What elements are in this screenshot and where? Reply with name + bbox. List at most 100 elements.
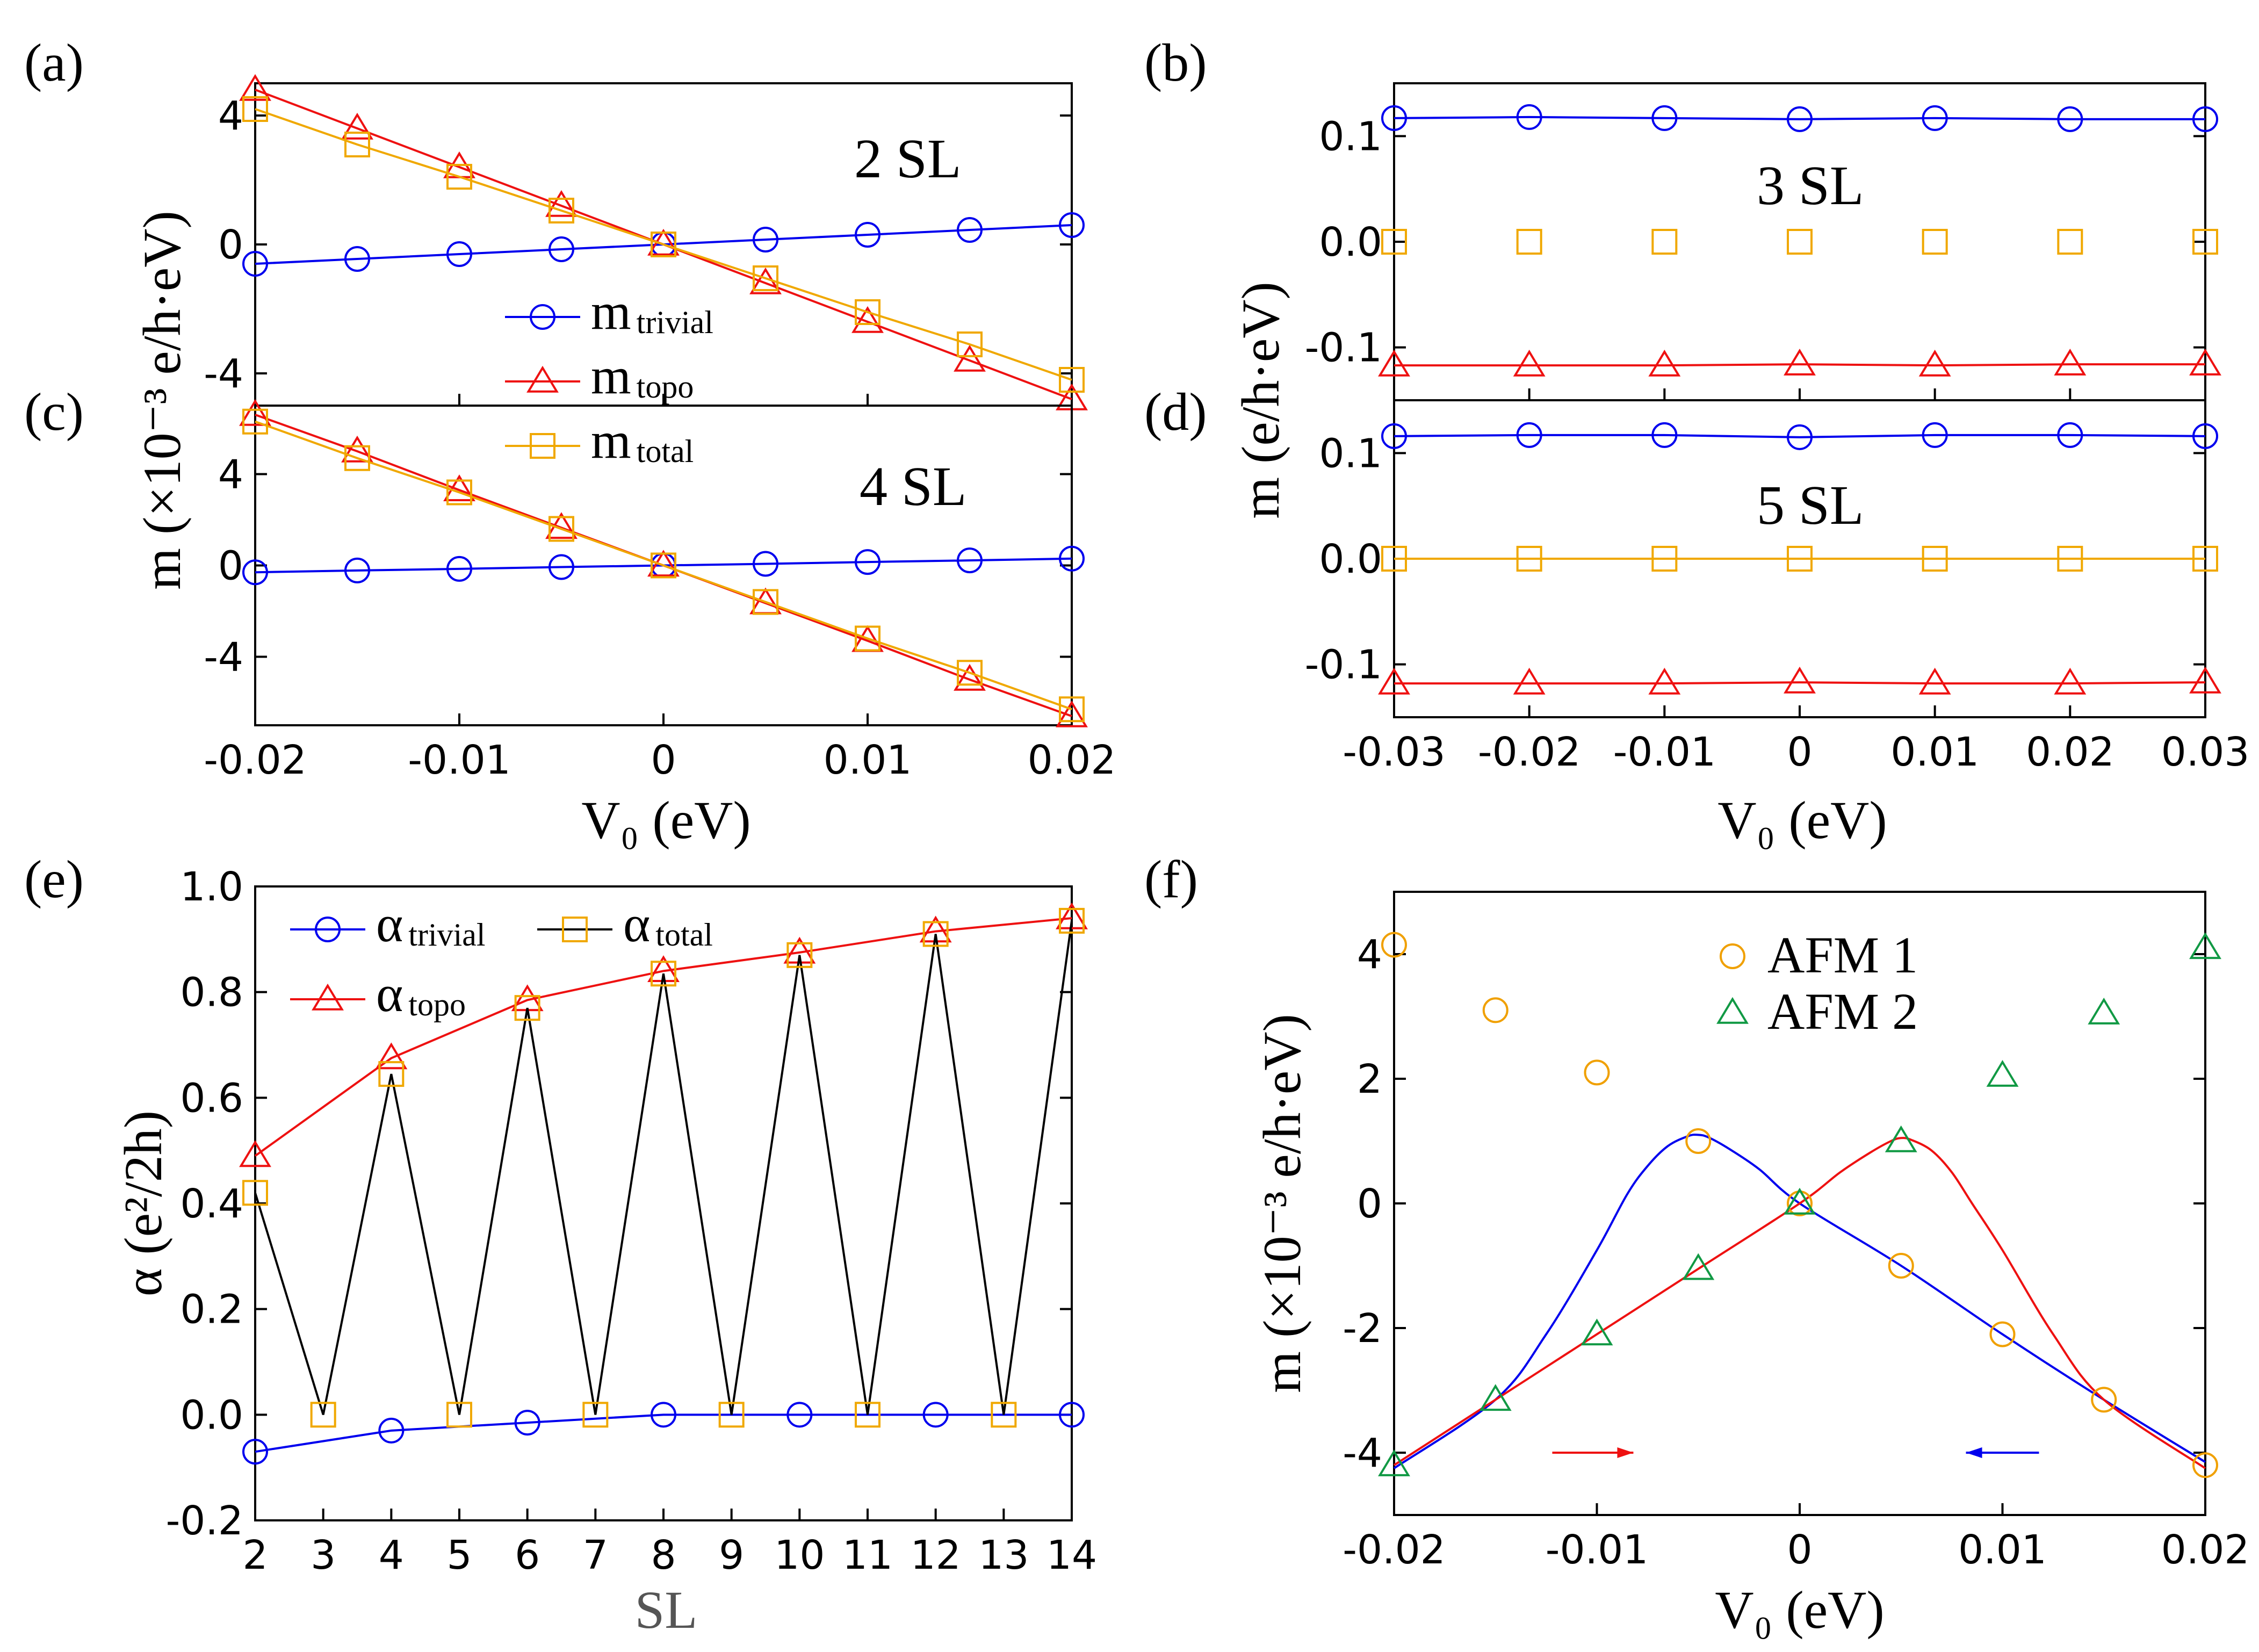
ytick-label: 0.6 — [180, 1075, 243, 1121]
ylabel-f: m (×10⁻³ e/h·eV) — [1252, 1014, 1312, 1393]
data-point-topo — [1648, 667, 1681, 695]
data-point-trivial — [753, 227, 778, 253]
xtick-label: 14 — [1046, 1532, 1097, 1578]
ytick-label: 0 — [218, 222, 243, 268]
legend-marker-circle — [530, 304, 555, 330]
legend-marker-triangle — [1716, 997, 1749, 1024]
data-point-topo — [239, 1140, 271, 1167]
data-point-trivial — [1922, 422, 1948, 448]
xtick-label: 0.02 — [2026, 729, 2114, 775]
data-point-total — [855, 299, 880, 325]
data-point-topo — [443, 474, 475, 501]
data-point-trivial — [1651, 105, 1678, 131]
panel-a: (a) 4 0 -4 2 SL m trivial m topo m total — [24, 33, 1088, 469]
data-point-afm-2 — [2189, 932, 2221, 960]
data-point-total — [957, 331, 983, 357]
data-point-topo — [375, 1042, 408, 1070]
ytick-label: 2 — [1357, 1056, 1382, 1102]
ylabel-bd: m (e/h·eV) — [1231, 282, 1290, 518]
legend-marker-triangle — [526, 365, 559, 393]
ytick-label: 4 — [218, 452, 243, 498]
ytick-label: 0 — [1357, 1181, 1382, 1227]
xtick-label: 13 — [978, 1532, 1029, 1578]
data-point-afm-2 — [1479, 1384, 1512, 1411]
xtick-label: 0.02 — [2161, 1527, 2250, 1573]
ytick-label: -2 — [1343, 1305, 1382, 1352]
data-point-total — [310, 1402, 336, 1428]
xtick-label: -0.01 — [1546, 1527, 1648, 1573]
data-point-total — [548, 516, 574, 542]
series-line-trivial — [1394, 116, 2205, 120]
legend-e: α trivial α total α topo — [290, 895, 713, 1022]
data-point-topo — [954, 344, 986, 372]
xtick-label: 5 — [446, 1532, 472, 1578]
data-point-afm-1 — [1482, 997, 1509, 1023]
ytick-label: 1.0 — [180, 864, 243, 910]
data-point-afm-1 — [1989, 1321, 2016, 1347]
data-point-afm-2 — [1378, 1449, 1410, 1476]
data-point-total — [2057, 546, 2083, 572]
data-point-total — [718, 1402, 745, 1428]
data-point-trivial — [1059, 1402, 1085, 1428]
series-line-topo — [1394, 363, 2205, 367]
data-point-trivial — [1922, 105, 1948, 131]
panel-f: (f) 4 2 0 -2 -4 -0.02 -0.01 0 0.01 0.02 AFM 1AFM … — [1144, 849, 2249, 1640]
panel-label-b: (b) — [1144, 33, 1207, 92]
data-point-total — [1651, 546, 1678, 572]
panel-c: (c) 4 0 -4 -0.02 -0.01 0 0.01 0.02 4 SL — [24, 382, 1116, 783]
series-e — [239, 902, 1088, 1465]
ytick-label: 4 — [218, 93, 243, 139]
data-point-topo — [341, 112, 373, 140]
legend-marker-circle — [315, 917, 341, 942]
data-point-afm-2 — [1784, 1187, 1816, 1215]
series-line-trivial — [1394, 434, 2206, 438]
xtick-label: 8 — [651, 1532, 676, 1578]
data-point-trivial — [855, 549, 880, 575]
data-point-topo — [1648, 349, 1681, 377]
data-point-trivial — [446, 556, 472, 582]
ytick-label: -0.1 — [1305, 325, 1382, 371]
data-point-total — [651, 961, 676, 987]
data-point-trivial — [1381, 423, 1407, 449]
data-point-trivial — [1516, 104, 1542, 130]
data-point-total — [446, 164, 472, 190]
data-point-topo — [954, 663, 986, 691]
xtick-label: 6 — [515, 1532, 540, 1578]
data-point-trivial — [1787, 424, 1813, 450]
legend-marker-circle — [1720, 943, 1745, 969]
data-point-afm-2 — [1986, 1060, 2019, 1087]
series-d — [1378, 422, 2221, 695]
data-point-trivial — [957, 217, 983, 243]
data-point-topo — [1918, 349, 1951, 377]
data-point-trivial — [2192, 106, 2218, 132]
xtick-label: -0.02 — [204, 737, 306, 783]
xtick-label: 2 — [242, 1532, 268, 1578]
ticks-a: 4 0 -4 — [204, 93, 1073, 406]
data-point-total — [446, 479, 472, 506]
data-point-trivial — [344, 557, 370, 583]
xtick-label: 0 — [1787, 1527, 1812, 1573]
ytick-label: 0.4 — [180, 1181, 243, 1227]
data-point-total — [1059, 367, 1085, 393]
panel-label-e: (e) — [24, 849, 84, 909]
legend-entry-label: AFM 1 — [1767, 926, 1918, 984]
xtick-label: 10 — [774, 1532, 825, 1578]
panel-label-d: (d) — [1144, 382, 1207, 442]
legend-entry-label: m topo — [591, 347, 694, 405]
data-point-topo — [341, 435, 373, 463]
ylabel-ac: m (×10⁻³ e/h·eV) — [132, 211, 192, 590]
data-point-trivial — [957, 547, 983, 574]
arrow-head-icon — [1617, 1447, 1634, 1458]
xtick-label: 12 — [911, 1532, 961, 1578]
data-point-afm-1 — [1381, 932, 1407, 958]
data-point-trivial — [855, 222, 880, 248]
series-a — [239, 74, 1088, 410]
data-point-total — [242, 96, 268, 122]
xtick-label: 0.01 — [1958, 1527, 2047, 1573]
data-point-trivial — [2057, 422, 2083, 448]
data-point-total — [1922, 229, 1948, 255]
data-point-total — [242, 1180, 268, 1206]
ytick-label: 0.8 — [180, 970, 243, 1016]
panel-e: (e) -0.2 0.0 0.2 0.4 0.6 0.8 1.0 2 3 4 5 6 7 8 9 10 11 12… — [24, 849, 1097, 1640]
data-point-total — [753, 589, 778, 615]
